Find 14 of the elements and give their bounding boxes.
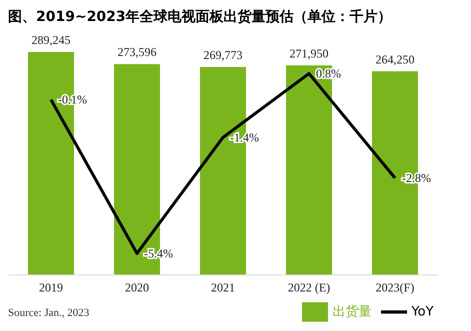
x-tick-label: 2023(F) (376, 280, 414, 295)
data-label: 271,950 (290, 46, 328, 60)
source-note: Source: Jan., 2023 (8, 307, 90, 319)
data-label: 269,773 (204, 48, 242, 62)
legend-label: YoY (411, 304, 434, 320)
x-tick-label: 2019 (39, 280, 63, 295)
chart-title: 图、2019~2023年全球电视面板出货量预估（单位：千片） (8, 8, 393, 27)
x-tick-label: 2022 (E) (288, 280, 330, 295)
data-label: 273,596 (118, 45, 156, 60)
data-label: 289,245 (32, 33, 70, 47)
x-tick-label: 2021 (211, 280, 235, 295)
data-label: 264,250 (376, 52, 414, 66)
x-tick-label: 2020 (125, 280, 149, 295)
legend-label: 出货量 (332, 304, 372, 320)
